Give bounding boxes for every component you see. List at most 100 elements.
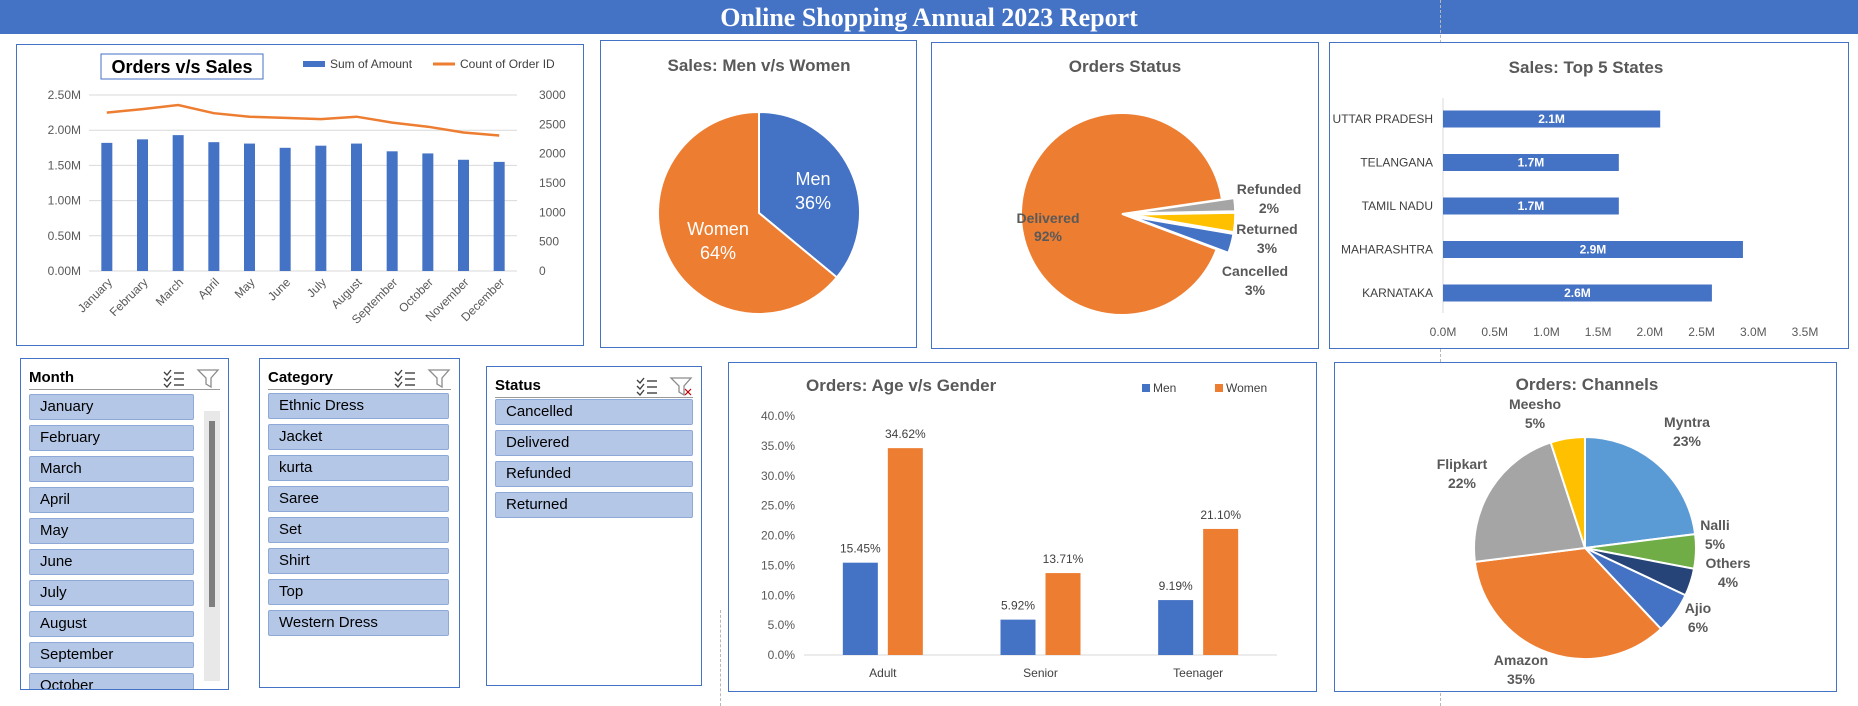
month-slicer-header: Month <box>29 365 220 390</box>
state-label: TELANGANA <box>1360 156 1433 170</box>
month-slicer-title: Month <box>29 369 74 386</box>
orders-status-chart[interactable]: Orders Status Delivered 92% Refunded 2% Retur… <box>931 42 1319 349</box>
slicer-item-refunded[interactable]: Refunded <box>495 461 693 487</box>
slice-value: 6% <box>1688 619 1709 635</box>
x-tick-label: May <box>232 275 258 301</box>
top-states-chart[interactable]: Sales: Top 5 States UTTAR PRADESH 2.1M TELA… <box>1329 42 1849 349</box>
slice-label: Others <box>1705 555 1750 571</box>
status-slicer-header: Status <box>495 373 693 398</box>
pie-slice-women <box>657 110 839 315</box>
y-tick-right: 3000 <box>539 88 566 102</box>
bar-state <box>1443 241 1743 258</box>
bar-amount <box>458 159 469 271</box>
y-tick-right: 1500 <box>539 176 566 190</box>
y-tick-left: 0.00M <box>48 264 81 278</box>
state-label: TAMIL NADU <box>1362 199 1433 213</box>
slicer-item-ethnic-dress[interactable]: Ethnic Dress <box>268 393 449 419</box>
slicer-item-january[interactable]: January <box>29 394 194 420</box>
clear-filter-icon[interactable] <box>196 369 220 389</box>
slicer-item-shirt[interactable]: Shirt <box>268 548 449 574</box>
multi-select-icon[interactable] <box>394 369 415 389</box>
page-break-line <box>1440 0 1441 706</box>
month-slicer[interactable]: Month January February March April May June Ju… <box>20 358 229 690</box>
slicer-item-october[interactable]: October <box>29 673 194 689</box>
chart-title-box <box>100 53 264 80</box>
y-tick-left: 2.50M <box>48 88 81 102</box>
chart-title: Sales: Top 5 States <box>1509 58 1664 77</box>
slice-value: 3% <box>1257 240 1278 256</box>
slice-value: 2% <box>1259 200 1280 216</box>
slice-label: Refunded <box>1237 181 1302 197</box>
slice-label: Men <box>795 169 830 189</box>
slicer-item-cancelled[interactable]: Cancelled <box>495 399 693 425</box>
slice-label: Returned <box>1236 221 1297 237</box>
month-scrollbar-thumb[interactable] <box>209 421 215 607</box>
multi-select-icon[interactable] <box>163 369 184 389</box>
slicer-tools <box>636 377 693 397</box>
slicer-item-western-dress[interactable]: Western Dress <box>268 610 449 636</box>
clear-filter-icon[interactable] <box>427 369 451 389</box>
top-states-svg: Sales: Top 5 States UTTAR PRADESH 2.1M TELA… <box>1333 58 1819 339</box>
slicer-item-august[interactable]: August <box>29 611 194 637</box>
slicer-item-july[interactable]: July <box>29 580 194 606</box>
orders-vs-sales-chart[interactable]: Orders v/s Sales Sum of Amount Count of Or… <box>16 44 584 346</box>
slice-value: 64% <box>700 243 736 263</box>
x-tick-label: 3.0M <box>1740 325 1767 339</box>
status-slicer[interactable]: Status Cancelled Delivered Refunded Returne… <box>486 366 702 686</box>
x-tick-label: February <box>107 275 151 319</box>
pie-slice-flipkart <box>1473 441 1587 564</box>
clear-filter-icon[interactable] <box>669 377 693 397</box>
pie-slice-refunded <box>1133 197 1236 214</box>
bar-amount <box>279 147 291 271</box>
state-label: UTTAR PRADESH <box>1333 112 1433 126</box>
slicer-item-saree[interactable]: Saree <box>268 486 449 512</box>
pie-slice-meesho <box>1549 435 1586 549</box>
report-title-bar: Online Shopping Annual 2023 Report <box>0 0 1858 34</box>
slicer-item-jacket[interactable]: Jacket <box>268 424 449 450</box>
bar-value-label: 1.7M <box>1518 156 1545 170</box>
orders-vs-sales-svg: Orders v/s Sales Sum of Amount Count of Or… <box>48 53 566 327</box>
bar-women <box>1203 528 1239 655</box>
slicer-item-set[interactable]: Set <box>268 517 449 543</box>
legend-label-orders: Count of Order ID <box>460 57 555 71</box>
month-scrollbar[interactable] <box>204 411 220 681</box>
slice-label: Ajio <box>1685 600 1711 616</box>
y-tick-label: 30.0% <box>761 469 795 483</box>
y-tick-label: 10.0% <box>761 588 795 602</box>
pie-slice-cancelled <box>1133 216 1235 254</box>
slicer-item-returned[interactable]: Returned <box>495 492 693 518</box>
age-gender-chart[interactable]: Orders: Age v/s Gender Men Women 0.0% 5.0% 10… <box>728 362 1317 692</box>
x-tick-label: Teenager <box>1173 666 1223 680</box>
bar-men <box>1158 600 1194 655</box>
slicer-item-may[interactable]: May <box>29 518 194 544</box>
slicer-item-february[interactable]: February <box>29 425 194 451</box>
category-slicer-title: Category <box>268 369 334 386</box>
bar-state <box>1443 154 1619 171</box>
slicer-item-kurta[interactable]: kurta <box>268 455 449 481</box>
x-tick-label: 2.5M <box>1688 325 1715 339</box>
category-slicer[interactable]: Category Ethnic Dress Jacket kurta Saree Set… <box>259 358 460 688</box>
slice-value: 3% <box>1245 282 1266 298</box>
bar-state <box>1443 197 1619 215</box>
bar-amount <box>208 142 220 271</box>
category-slicer-header: Category <box>268 365 451 390</box>
bar-amount <box>493 161 505 271</box>
channels-chart[interactable]: Orders: Channels Myntra 23% Nalli 5% Others 4%… <box>1334 362 1837 692</box>
slicer-item-september[interactable]: September <box>29 642 194 668</box>
bar-value-label: 5.92% <box>1001 599 1035 613</box>
multi-select-icon[interactable] <box>636 377 657 397</box>
slicer-item-delivered[interactable]: Delivered <box>495 430 693 456</box>
slicer-item-top[interactable]: Top <box>268 579 449 605</box>
slicer-item-june[interactable]: June <box>29 549 194 575</box>
y-tick-right: 1000 <box>539 205 566 219</box>
slicer-item-march[interactable]: March <box>29 456 194 482</box>
slicer-item-april[interactable]: April <box>29 487 194 513</box>
bar-state <box>1443 110 1661 128</box>
state-label: KARNATAKA <box>1362 286 1433 300</box>
sales-gender-chart[interactable]: Sales: Men v/s Women Men 36% Women 64% <box>600 40 917 348</box>
bar-value-label: 1.7M <box>1518 199 1545 213</box>
x-tick-label: Senior <box>1023 666 1058 680</box>
slice-label: Delivered <box>1016 210 1079 226</box>
chart-title: Orders Status <box>1069 57 1181 76</box>
bar-value-label: 15.45% <box>840 542 881 556</box>
